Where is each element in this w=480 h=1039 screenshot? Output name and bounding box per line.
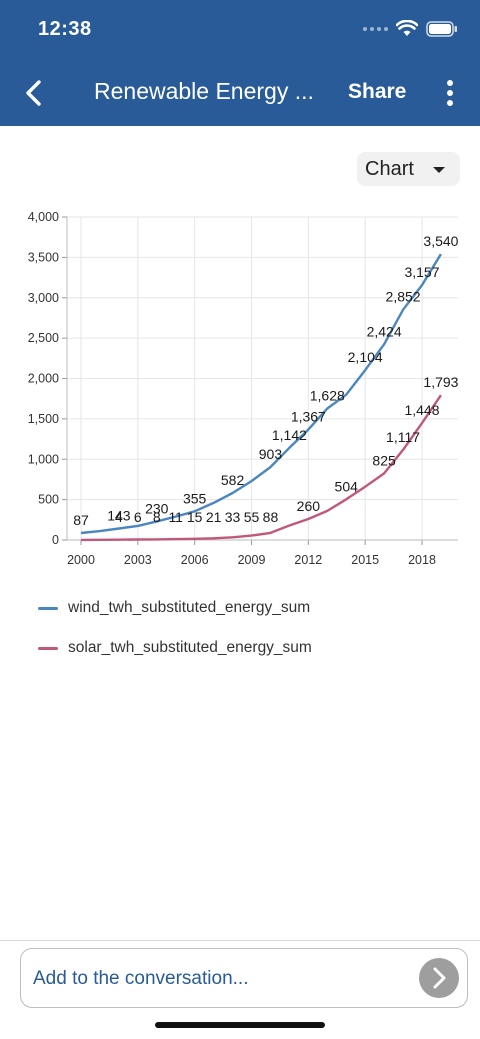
y-tick-label: 3,000 xyxy=(28,291,59,305)
legend-swatch xyxy=(38,606,58,610)
y-tick-label: 2,500 xyxy=(28,331,59,345)
y-tick-label: 0 xyxy=(52,533,59,547)
series-line-wind xyxy=(80,253,442,535)
chart-legend: wind_twh_substituted_energy_sum solar_twh… xyxy=(38,588,312,668)
data-label: 15 xyxy=(187,509,203,525)
x-tick-label: 2015 xyxy=(351,553,379,567)
chart-data-labels: 87 143 230 355 582 903 1,142 1,367 1,628 2,104 2,4… xyxy=(73,233,458,528)
data-label: 2,852 xyxy=(386,289,421,305)
cellular-signal-icon xyxy=(363,27,388,31)
send-button[interactable] xyxy=(419,958,459,998)
data-label: 8 xyxy=(153,509,161,525)
more-vertical-icon xyxy=(447,80,453,106)
home-indicator xyxy=(155,1022,325,1028)
data-label: 230 xyxy=(145,500,169,516)
x-tick-label: 2000 xyxy=(67,553,95,567)
view-mode-select[interactable]: Chart xyxy=(357,152,460,186)
back-button[interactable] xyxy=(16,75,52,111)
chevron-left-icon xyxy=(26,80,41,106)
chart-axes: 0 500 1,000 1,500 2,000 2,500 3,000 3,500 4,000 2… xyxy=(28,210,458,567)
data-label: 11 xyxy=(168,509,183,525)
view-mode-label: Chart xyxy=(365,158,414,180)
chevron-right-icon xyxy=(433,967,446,989)
legend-item: wind_twh_substituted_energy_sum xyxy=(38,588,312,628)
line-chart: 0 500 1,000 1,500 2,000 2,500 3,000 3,500 4,000 2… xyxy=(28,210,459,567)
data-label: 143 xyxy=(107,507,131,523)
chart-series xyxy=(80,253,442,542)
battery-icon xyxy=(426,21,457,37)
data-label: 903 xyxy=(259,446,283,462)
data-label: 1,142 xyxy=(272,427,307,443)
legend-label: solar_twh_substituted_energy_sum xyxy=(68,639,312,656)
share-button[interactable]: Share xyxy=(348,80,407,103)
legend-swatch xyxy=(38,646,58,650)
data-label: 55 xyxy=(244,509,260,525)
y-tick-label: 3,500 xyxy=(28,250,59,264)
data-label: 825 xyxy=(372,452,396,468)
data-label: 1,793 xyxy=(423,374,458,390)
y-tick-label: 500 xyxy=(38,493,59,507)
data-label: 3,540 xyxy=(423,233,458,249)
status-bar: 12:38 xyxy=(0,0,480,60)
y-tick-label: 1,500 xyxy=(28,412,59,426)
data-label: 6 xyxy=(134,509,142,525)
x-tick-label: 2012 xyxy=(294,553,322,567)
series-line-solar xyxy=(80,394,442,542)
data-label: 87 xyxy=(73,512,89,528)
data-label: 88 xyxy=(263,509,279,525)
x-tick-label: 2006 xyxy=(181,553,209,567)
y-tick-label: 2,000 xyxy=(28,372,59,386)
x-tick-label: 2003 xyxy=(124,553,152,567)
data-label: 260 xyxy=(297,498,321,514)
x-tick-label: 2018 xyxy=(408,553,436,567)
legend-item: solar_twh_substituted_energy_sum xyxy=(38,628,312,668)
chart-grid xyxy=(67,216,458,541)
data-label: 582 xyxy=(221,472,245,488)
status-icons xyxy=(363,20,458,38)
message-input[interactable] xyxy=(31,959,415,999)
status-time: 12:38 xyxy=(38,18,92,40)
data-label: 355 xyxy=(183,490,207,506)
data-label: 4 xyxy=(115,509,123,525)
more-options-button[interactable] xyxy=(438,76,462,110)
data-label: 1,628 xyxy=(310,388,345,404)
data-label: 2,104 xyxy=(348,349,383,365)
data-label: 3,157 xyxy=(404,264,439,280)
data-label: 21 xyxy=(206,509,222,525)
y-tick-label: 4,000 xyxy=(28,210,59,224)
data-label: 1,117 xyxy=(386,429,420,445)
legend-label: wind_twh_substituted_energy_sum xyxy=(68,599,311,616)
data-label: 1,367 xyxy=(291,409,326,425)
composer-divider xyxy=(0,940,480,941)
caret-down-icon xyxy=(433,167,445,173)
data-label: 2,424 xyxy=(367,323,402,339)
data-label: 1,448 xyxy=(404,402,439,418)
data-label: 504 xyxy=(335,478,359,494)
page-title: Renewable Energy ... xyxy=(94,78,314,104)
x-tick-label: 2009 xyxy=(238,553,266,567)
composer xyxy=(20,948,468,1008)
app-bar: Renewable Energy ... Share xyxy=(0,60,480,126)
wifi-icon xyxy=(396,20,418,36)
data-label: 33 xyxy=(225,509,241,525)
y-tick-label: 1,000 xyxy=(28,452,59,466)
